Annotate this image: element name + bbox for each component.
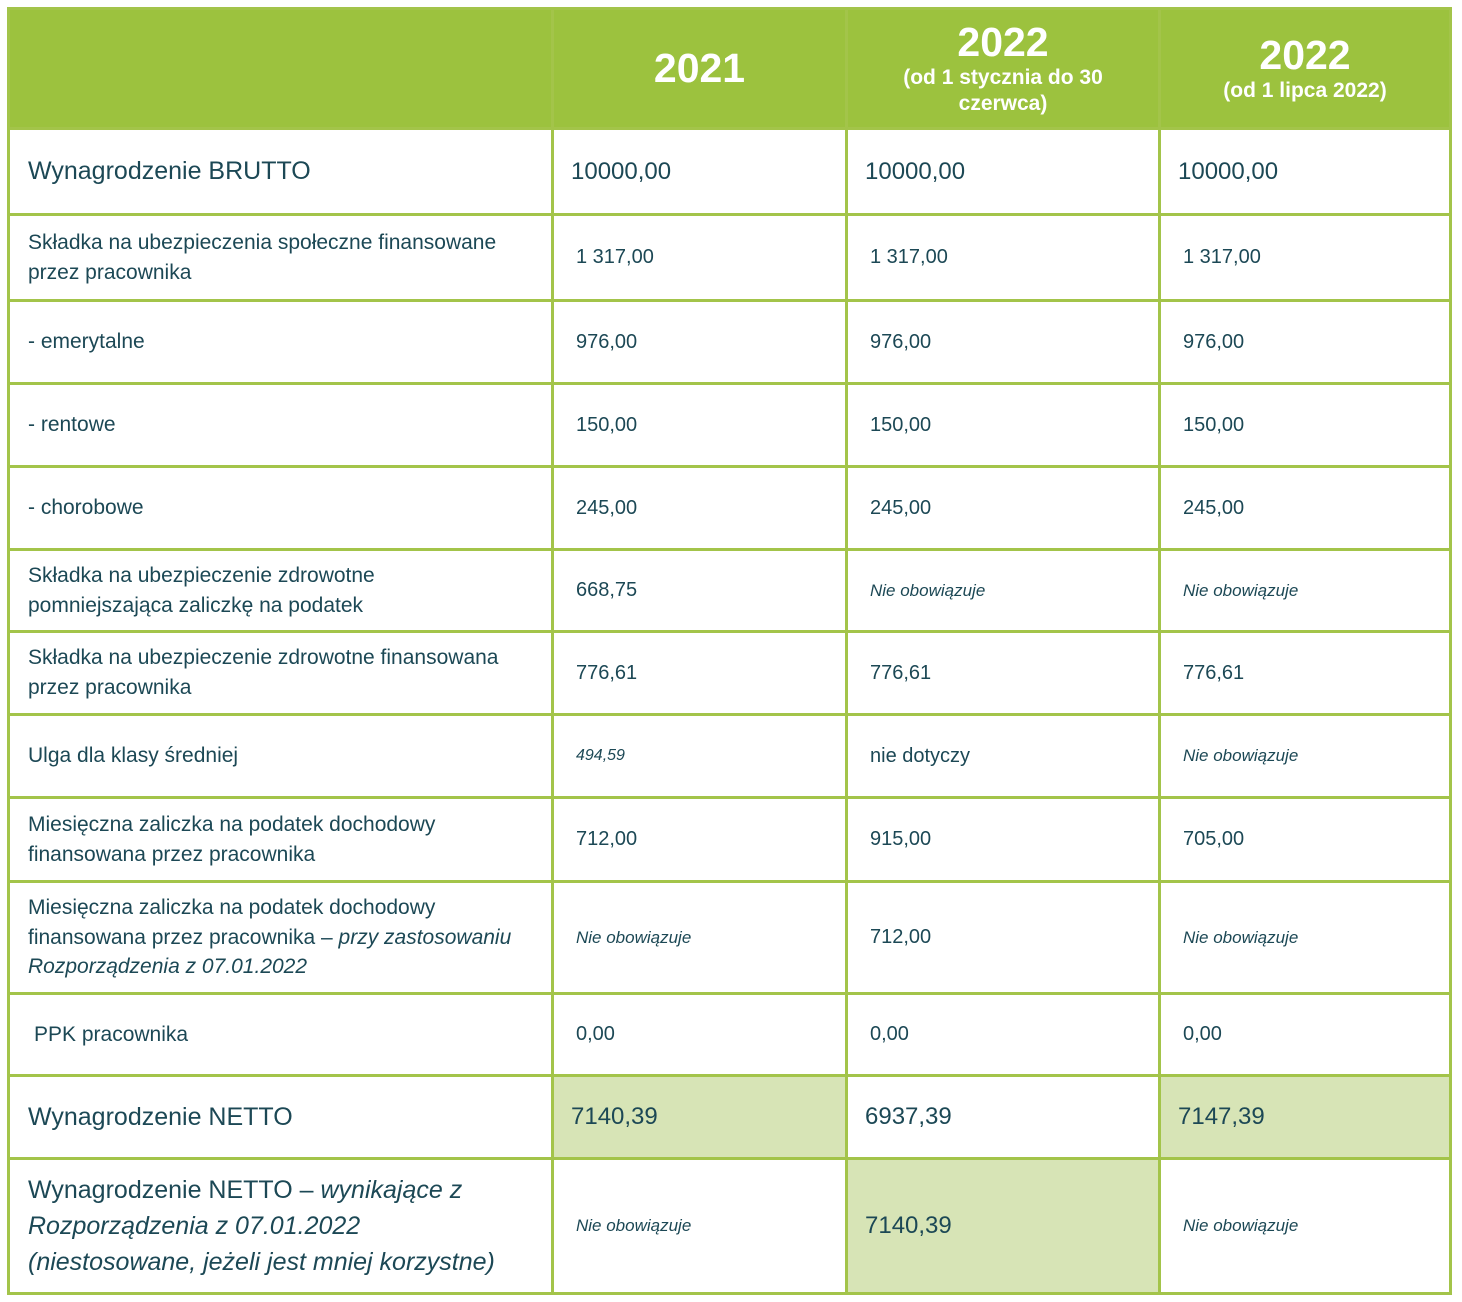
value-cell-row0-2022-h2: 10000,00 bbox=[1161, 130, 1449, 213]
row-label-4: - chorobowe bbox=[10, 468, 551, 548]
value-cell-row1-2022-h2: 1 317,00 bbox=[1161, 216, 1449, 299]
row-label-1: Składka na ubezpieczenia społeczne finan… bbox=[10, 216, 551, 299]
row-label-11: Wynagrodzenie NETTO bbox=[10, 1077, 551, 1157]
value-cell-row10-2022-h1: 0,00 bbox=[848, 995, 1158, 1074]
value-cell-row8-2022-h1: 915,00 bbox=[848, 799, 1158, 880]
value-cell-row0-2022-h1: 10000,00 bbox=[848, 130, 1158, 213]
value-cell-row9-2021: Nie obowiązuje bbox=[554, 883, 845, 992]
value-cell-row3-2021: 150,00 bbox=[554, 385, 845, 465]
value-cell-row4-2022-h2: 245,00 bbox=[1161, 468, 1449, 548]
value-cell-row1-2022-h1: 1 317,00 bbox=[848, 216, 1158, 299]
row-label-2: - emerytalne bbox=[10, 302, 551, 382]
value-cell-row11-2021: 7140,39 bbox=[554, 1077, 845, 1157]
row-label-text: Składka na ubezpieczenie zdrowotne finan… bbox=[28, 646, 499, 699]
value-cell-row5-2022-h2: Nie obowiązuje bbox=[1161, 551, 1449, 630]
value-cell-row10-2022-h2: 0,00 bbox=[1161, 995, 1449, 1074]
row-label-text: Wynagrodzenie NETTO bbox=[28, 1102, 293, 1131]
header-title-2022-h2: 2022 bbox=[1259, 31, 1351, 78]
value-cell-row11-2022-h1: 6937,39 bbox=[848, 1077, 1158, 1157]
row-label-text: Składka na ubezpieczenia społeczne finan… bbox=[28, 230, 497, 284]
value-cell-row0-2021: 10000,00 bbox=[554, 130, 845, 213]
row-label-0: Wynagrodzenie BRUTTO bbox=[10, 130, 551, 213]
value-cell-row3-2022-h1: 150,00 bbox=[848, 385, 1158, 465]
row-label-text: - chorobowe bbox=[28, 496, 144, 520]
row-label-8: Miesięczna zaliczka na podatek dochodowy… bbox=[10, 799, 551, 880]
value-cell-row7-2022-h1: nie dotyczy bbox=[848, 716, 1158, 796]
value-cell-row5-2021: 668,75 bbox=[554, 551, 845, 630]
value-cell-row6-2022-h2: 776,61 bbox=[1161, 633, 1449, 713]
row-label-text: Miesięczna zaliczka na podatek dochodowy… bbox=[28, 895, 436, 949]
value-cell-row11-2022-h2: 7147,39 bbox=[1161, 1077, 1449, 1157]
header-col-2022-h2: 2022 (od 1 lipca 2022) bbox=[1161, 10, 1449, 127]
value-cell-row4-2021: 245,00 bbox=[554, 468, 845, 548]
header-corner-cell bbox=[10, 10, 551, 127]
value-cell-row1-2021: 1 317,00 bbox=[554, 216, 845, 299]
value-cell-row4-2022-h1: 245,00 bbox=[848, 468, 1158, 548]
value-cell-row6-2022-h1: 776,61 bbox=[848, 633, 1158, 713]
row-label-italic-text: wynikające z Rozporządzenia z 07.01.2022… bbox=[28, 1175, 495, 1277]
value-cell-row8-2021: 712,00 bbox=[554, 799, 845, 880]
value-cell-row12-2021: Nie obowiązuje bbox=[554, 1160, 845, 1292]
value-cell-row12-2022-h2: Nie obowiązuje bbox=[1161, 1160, 1449, 1292]
value-cell-row9-2022-h1: 712,00 bbox=[848, 883, 1158, 992]
value-cell-row2-2021: 976,00 bbox=[554, 302, 845, 382]
value-cell-row10-2021: 0,00 bbox=[554, 995, 845, 1074]
value-cell-row8-2022-h2: 705,00 bbox=[1161, 799, 1449, 880]
header-title-2022-h1: 2022 bbox=[957, 18, 1049, 65]
value-cell-row2-2022-h2: 976,00 bbox=[1161, 302, 1449, 382]
row-label-3: - rentowe bbox=[10, 385, 551, 465]
row-label-text: Miesięczna zaliczka na podatek dochodowy… bbox=[28, 812, 436, 866]
row-label-5: Składka na ubezpieczenie zdrowotne pomni… bbox=[10, 551, 551, 630]
row-label-text: - rentowe bbox=[28, 413, 116, 437]
row-label-text: Wynagrodzenie BRUTTO bbox=[28, 157, 311, 186]
row-label-12: Wynagrodzenie NETTO – wynikające z Rozpo… bbox=[10, 1160, 551, 1292]
row-label-7: Ulga dla klasy średniej bbox=[10, 716, 551, 796]
value-cell-row9-2022-h2: Nie obowiązuje bbox=[1161, 883, 1449, 992]
header-subtitle-2022-h2: (od 1 lipca 2022) bbox=[1223, 78, 1387, 102]
header-subtitle-2022-h1: (od 1 stycznia do 30 czerwca) bbox=[903, 65, 1103, 116]
row-label-italic-text: przy zastosowaniu Rozporządzenia z 07.01… bbox=[28, 925, 512, 979]
header-col-2021: 2021 bbox=[554, 10, 845, 127]
salary-table: 2021 2022 (od 1 stycznia do 30 czerwca) … bbox=[7, 7, 1452, 1295]
row-label-text: Wynagrodzenie NETTO – bbox=[28, 1175, 314, 1204]
row-label-6: Składka na ubezpieczenie zdrowotne finan… bbox=[10, 633, 551, 713]
row-label-text: PPK pracownika bbox=[34, 1022, 189, 1046]
row-label-text: Składka na ubezpieczenie zdrowotne pomni… bbox=[28, 563, 375, 617]
value-cell-row6-2021: 776,61 bbox=[554, 633, 845, 713]
value-cell-row7-2021: 494,59 bbox=[554, 716, 845, 796]
value-cell-row3-2022-h2: 150,00 bbox=[1161, 385, 1449, 465]
value-cell-row2-2022-h1: 976,00 bbox=[848, 302, 1158, 382]
header-col-2022-h1: 2022 (od 1 stycznia do 30 czerwca) bbox=[848, 10, 1158, 127]
row-label-10: PPK pracownika bbox=[10, 995, 551, 1074]
header-title-2021: 2021 bbox=[653, 44, 746, 91]
value-cell-row12-2022-h1: 7140,39 bbox=[848, 1160, 1158, 1292]
value-cell-row7-2022-h2: Nie obowiązuje bbox=[1161, 716, 1449, 796]
row-label-text: - emerytalne bbox=[28, 330, 145, 354]
value-cell-row5-2022-h1: Nie obowiązuje bbox=[848, 551, 1158, 630]
row-label-text: Ulga dla klasy średniej bbox=[28, 744, 239, 768]
row-label-9: Miesięczna zaliczka na podatek dochodowy… bbox=[10, 883, 551, 992]
